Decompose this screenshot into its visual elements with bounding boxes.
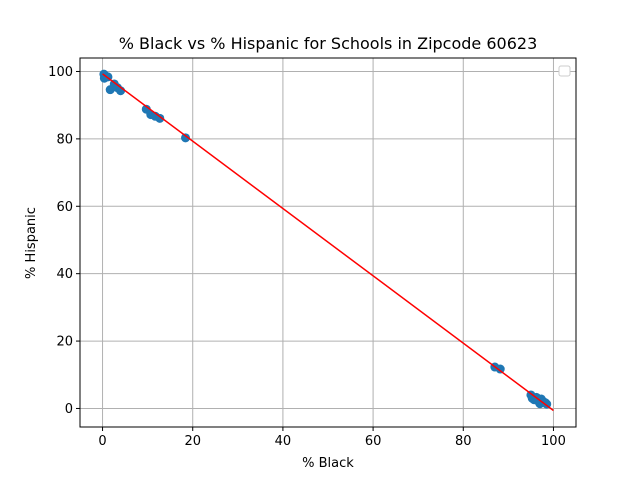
x-axis-label: % Black	[302, 456, 354, 471]
x-tick-label: 60	[365, 434, 382, 449]
grid-lines	[80, 58, 576, 427]
scatter-point	[495, 364, 505, 374]
y-tick-label: 0	[65, 402, 73, 417]
y-tick-label: 100	[48, 65, 73, 80]
y-tick-label: 80	[56, 132, 73, 147]
regression-line	[102, 73, 554, 412]
x-tick-label: 80	[455, 434, 472, 449]
x-tick-label: 100	[541, 434, 566, 449]
scatter-point	[155, 113, 165, 123]
y-axis-label: % Hispanic	[24, 207, 39, 279]
scatter-point	[181, 133, 191, 143]
plot-data	[99, 69, 554, 412]
chart-title: % Black vs % Hispanic for Schools in Zip…	[119, 34, 538, 53]
x-tick-label: 0	[98, 434, 106, 449]
axis-ticks: 0 20 40 60 80 100 0 20 40 60 80 100	[48, 65, 566, 449]
plot-frame	[79, 57, 577, 428]
legend-box	[558, 65, 571, 77]
y-tick-label: 60	[56, 200, 73, 215]
y-tick-label: 40	[56, 267, 73, 282]
x-tick-label: 40	[275, 434, 292, 449]
x-tick-label: 20	[184, 434, 201, 449]
y-tick-label: 20	[56, 335, 73, 350]
